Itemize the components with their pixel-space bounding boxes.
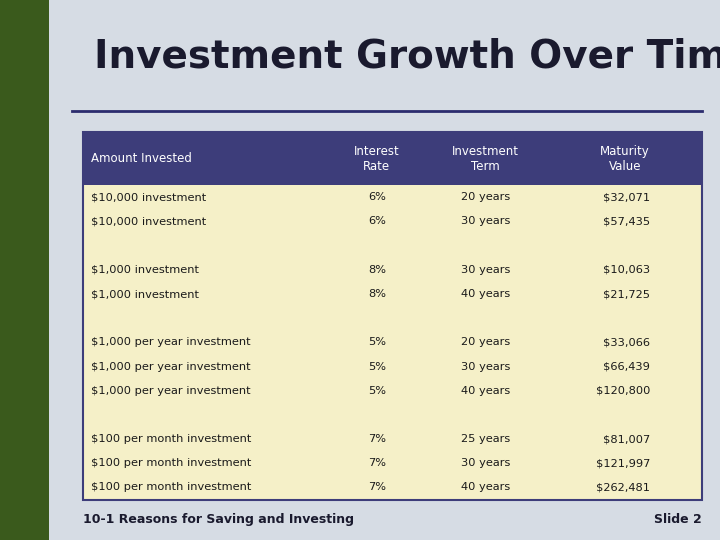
Text: $1,000 per year investment: $1,000 per year investment [91,338,251,347]
Text: 40 years: 40 years [461,482,510,492]
Text: 8%: 8% [368,289,386,299]
FancyBboxPatch shape [0,0,49,540]
Text: $100 per month investment: $100 per month investment [91,458,252,468]
Text: 20 years: 20 years [461,338,510,347]
Text: 7%: 7% [368,458,386,468]
Text: Investment Growth Over Time: Investment Growth Over Time [94,38,720,76]
Text: $32,071: $32,071 [603,192,650,202]
Text: 10-1 Reasons for Saving and Investing: 10-1 Reasons for Saving and Investing [83,513,354,526]
Text: $10,063: $10,063 [603,265,650,275]
Text: 30 years: 30 years [461,265,510,275]
Text: $33,066: $33,066 [603,338,650,347]
FancyBboxPatch shape [83,185,702,500]
Text: 40 years: 40 years [461,289,510,299]
Text: $21,725: $21,725 [603,289,650,299]
Text: $1,000 per year investment: $1,000 per year investment [91,386,251,396]
Text: Investment
Term: Investment Term [451,145,519,173]
Text: 7%: 7% [368,482,386,492]
Text: 5%: 5% [368,362,386,372]
Text: 8%: 8% [368,265,386,275]
Text: $1,000 investment: $1,000 investment [91,265,199,275]
Text: $121,997: $121,997 [595,458,650,468]
Text: $262,481: $262,481 [596,482,650,492]
Text: $10,000 investment: $10,000 investment [91,217,207,226]
Text: 20 years: 20 years [461,192,510,202]
Text: Amount Invested: Amount Invested [91,152,192,165]
FancyBboxPatch shape [83,132,702,185]
Text: $10,000 investment: $10,000 investment [91,192,207,202]
Text: $81,007: $81,007 [603,434,650,444]
Text: 6%: 6% [368,192,386,202]
Text: 30 years: 30 years [461,458,510,468]
Text: 5%: 5% [368,386,386,396]
Text: $1,000 investment: $1,000 investment [91,289,199,299]
Text: 30 years: 30 years [461,362,510,372]
Text: 30 years: 30 years [461,217,510,226]
Text: 7%: 7% [368,434,386,444]
Text: $57,435: $57,435 [603,217,650,226]
Text: $66,439: $66,439 [603,362,650,372]
Text: 25 years: 25 years [461,434,510,444]
Text: Slide 2: Slide 2 [654,513,702,526]
Text: Interest
Rate: Interest Rate [354,145,400,173]
Text: $1,000 per year investment: $1,000 per year investment [91,362,251,372]
Text: 6%: 6% [368,217,386,226]
Text: Maturity
Value: Maturity Value [600,145,650,173]
Text: $120,800: $120,800 [595,386,650,396]
Text: $100 per month investment: $100 per month investment [91,434,252,444]
Text: $100 per month investment: $100 per month investment [91,482,252,492]
Text: 5%: 5% [368,338,386,347]
Text: 40 years: 40 years [461,386,510,396]
